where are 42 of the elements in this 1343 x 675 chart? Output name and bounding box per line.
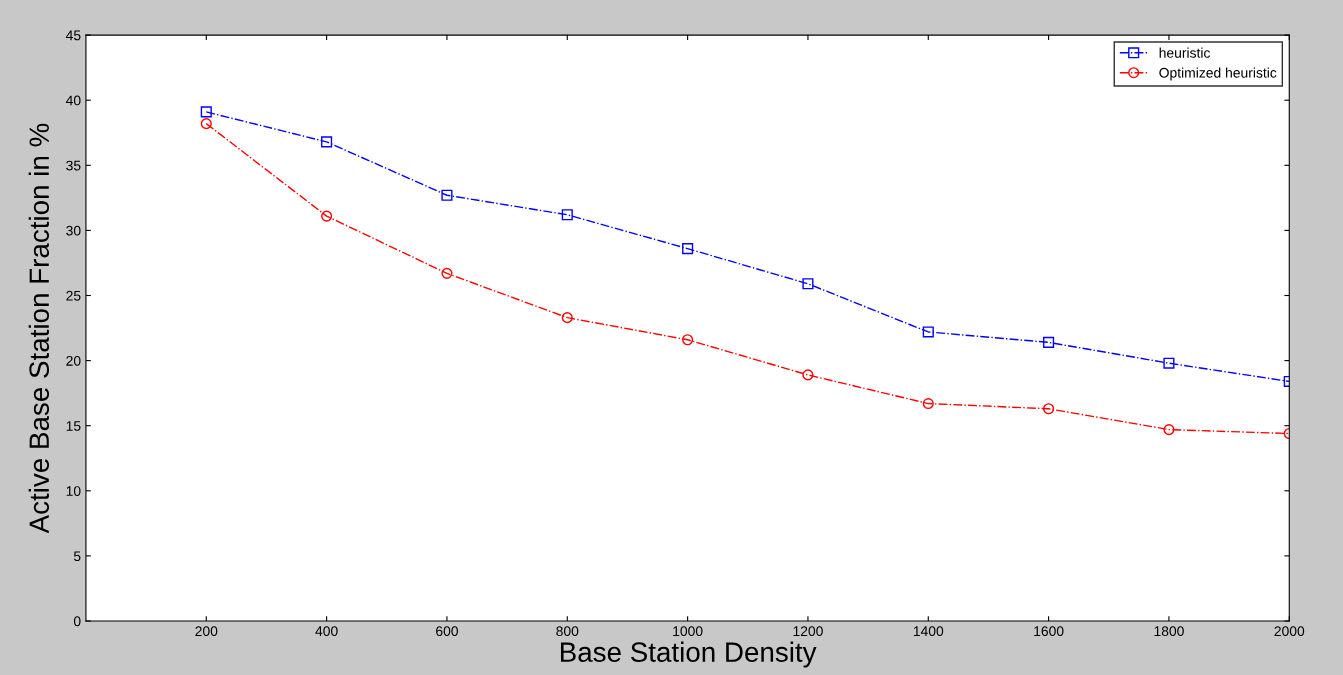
point: [441, 267, 453, 279]
point: [682, 243, 694, 255]
x-tick-label: 800: [556, 626, 579, 637]
point: [802, 278, 814, 290]
y-tick-label: 0: [73, 616, 81, 627]
point: [1043, 403, 1055, 415]
point: [1163, 357, 1175, 369]
x-tick-label: 1400: [913, 626, 944, 637]
y-tick-label: 10: [66, 486, 81, 496]
y-axis-title: Active Base Station Fraction in %: [28, 123, 50, 534]
x-tick-label: 400: [315, 626, 338, 637]
point: [200, 106, 212, 118]
point: [922, 398, 934, 410]
legend-label: heuristic: [1159, 47, 1211, 58]
y-tick-label: 35: [66, 160, 81, 171]
x-tick-label: 1600: [1034, 626, 1064, 637]
point: [802, 369, 814, 381]
point: [321, 136, 333, 148]
y-tick-label: 40: [65, 95, 81, 106]
x-tick-label: 1000: [673, 626, 703, 637]
point: [200, 118, 212, 130]
point: [1163, 424, 1175, 436]
legend-label: Optimized heuristic: [1159, 67, 1277, 81]
y-tick-label: 25: [66, 290, 81, 301]
y-tick-label: 30: [66, 225, 81, 236]
point: [1043, 336, 1055, 348]
point: [441, 189, 453, 201]
x-axis-title: Base Station Density: [560, 641, 817, 668]
x-tick-label: 200: [195, 626, 218, 637]
x-tick-label: 1200: [793, 626, 823, 637]
y-tick-label: 45: [65, 30, 81, 41]
x-tick-label: 1800: [1154, 626, 1184, 637]
y-tick-label: 5: [73, 551, 81, 562]
y-tick-label: 15: [66, 421, 81, 431]
point: [922, 326, 934, 338]
point: [682, 334, 694, 346]
x-tick-label: 2000: [1274, 626, 1305, 637]
point: [561, 209, 573, 221]
point: [561, 312, 573, 324]
y-tick-label: 20: [66, 355, 81, 366]
point: [321, 210, 333, 222]
x-tick-label: 600: [436, 626, 458, 637]
